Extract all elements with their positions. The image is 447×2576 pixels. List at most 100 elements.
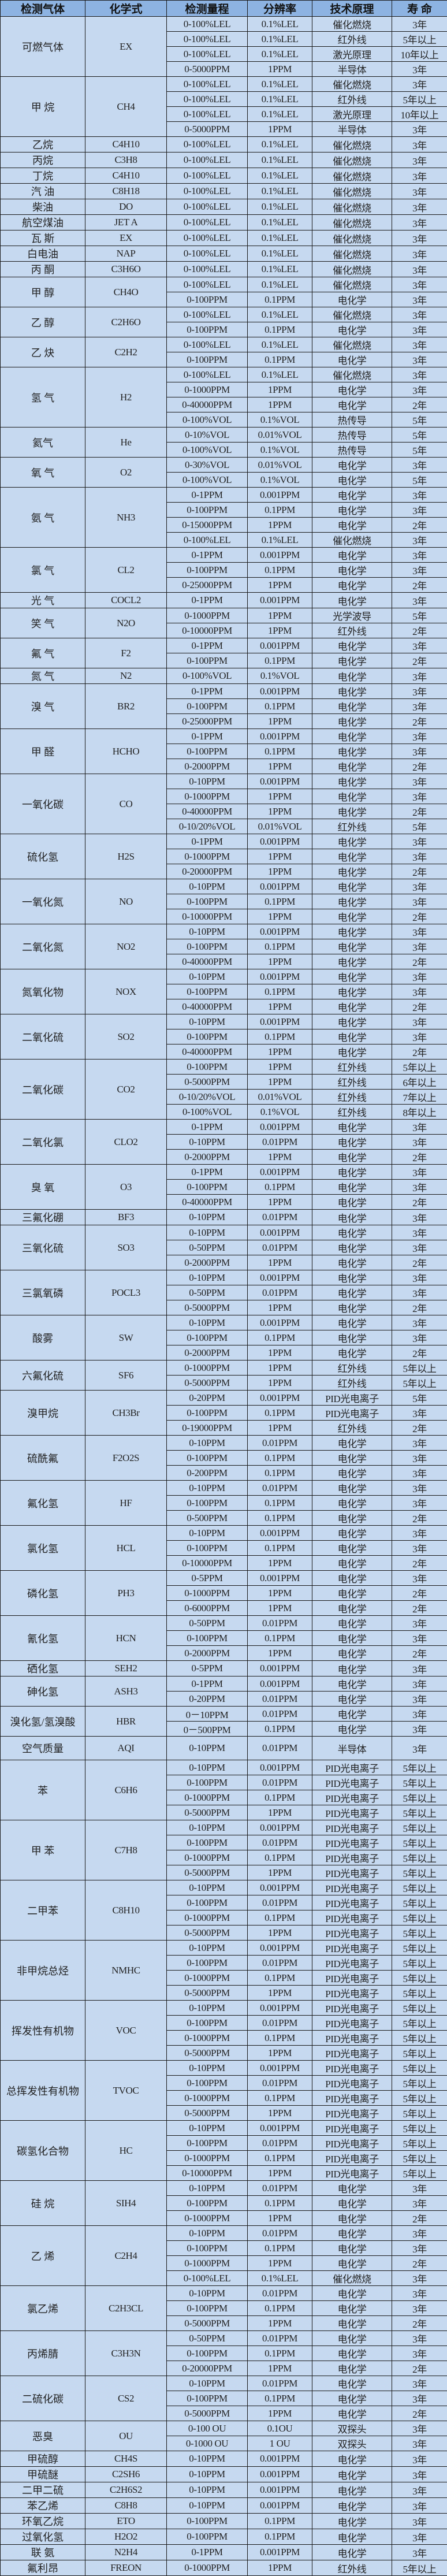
resolution-cell: 1PPM (248, 1556, 312, 1571)
gas-name-cell: 联 氨 (1, 2545, 85, 2560)
principle-cell: 光学波导 (312, 608, 392, 623)
range-cell: 0-15000PPM (167, 518, 248, 533)
gas-name-cell: 二硫化碳 (1, 2376, 85, 2421)
lifespan-cell: 7年以上 (392, 1090, 447, 1105)
resolution-cell: 0.1%LEL (248, 215, 312, 231)
range-cell: 0-5000PPM (167, 1865, 248, 1880)
gas-name-cell: 丁烷 (1, 168, 85, 184)
range-cell: 0-1000PPM (167, 2151, 248, 2166)
range-cell: 0-10PPM (167, 1225, 248, 1240)
range-cell: 0-100PPM (167, 653, 248, 668)
formula-cell: C3H6O (85, 262, 167, 277)
resolution-cell: 0.1%LEL (248, 2271, 312, 2286)
principle-cell: 红外线 (312, 1361, 392, 1376)
lifespan-cell: 3年 (392, 122, 447, 137)
lifespan-cell: 3年 (392, 548, 447, 563)
principle-cell: PID光电离子 (312, 1835, 392, 1850)
resolution-cell: 1PPM (248, 1195, 312, 1210)
range-cell: 0-30%VOL (167, 458, 248, 473)
principle-cell: 双探头 (312, 2436, 392, 2451)
principle-cell: 电化学 (312, 322, 392, 337)
principle-cell: 电化学 (312, 1707, 392, 1722)
range-cell: 0-10PPM (167, 2451, 248, 2467)
resolution-cell: 0.1PPM (248, 2196, 312, 2211)
gas-name-cell: 三氟化硼 (1, 1210, 85, 1225)
lifespan-cell: 3年 (392, 168, 447, 184)
lifespan-cell: 2年 (392, 2316, 447, 2331)
formula-cell: SEH2 (85, 1661, 167, 1677)
principle-cell: 红外线 (312, 1105, 392, 1120)
lifespan-cell: 8年以上 (392, 1105, 447, 1120)
principle-cell: 催化燃烧 (312, 2271, 392, 2286)
resolution-cell: 0.1%LEL (248, 199, 312, 215)
resolution-cell: 0.01PPM (248, 1956, 312, 1971)
formula-cell: CH3Br (85, 1391, 167, 1436)
range-cell: 0-1000PPM (167, 1910, 248, 1926)
resolution-cell: 0.001PPM (248, 1270, 312, 1285)
range-cell: 0-100%LEL (167, 262, 248, 277)
resolution-cell: 1PPM (248, 864, 312, 879)
range-cell: 0-100%LEL (167, 137, 248, 153)
principle-cell: PID光电离子 (312, 2106, 392, 2121)
principle-cell: 电化学 (312, 954, 392, 969)
formula-cell: DO (85, 199, 167, 215)
gas-name-cell: 恶臭 (1, 2421, 85, 2451)
lifespan-cell: 3年 (392, 924, 447, 939)
range-cell: 0-100PPM (167, 1835, 248, 1850)
lifespan-cell: 5年以上 (392, 1805, 447, 1820)
principle-cell: 电化学 (312, 2545, 392, 2560)
resolution-cell: 0.1%LEL (248, 77, 312, 92)
gas-name-cell: 硫酰氟 (1, 1436, 85, 1481)
principle-cell: 电化学 (312, 984, 392, 999)
range-cell: 0-20000PPM (167, 2361, 248, 2376)
resolution-cell: 1PPM (248, 1986, 312, 2001)
resolution-cell: 0.1PPM (248, 322, 312, 337)
principle-cell: 电化学 (312, 1481, 392, 1496)
lifespan-cell: 5年以上 (392, 2106, 447, 2121)
principle-cell: 电化学 (312, 804, 392, 819)
lifespan-cell: 5年以上 (392, 1835, 447, 1850)
lifespan-cell: 3年 (392, 1270, 447, 1285)
range-cell: 0-1000PPM (167, 2256, 248, 2271)
lifespan-cell: 3年 (392, 2271, 447, 2286)
lifespan-cell: 2年 (392, 1300, 447, 1315)
resolution-cell: 0.1PPM (248, 2301, 312, 2316)
lifespan-cell: 3年 (392, 199, 447, 215)
range-cell: 0-100PPM (167, 1451, 248, 1466)
lifespan-cell: 3年 (392, 137, 447, 153)
header-range: 检测量程 (167, 1, 248, 17)
range-cell: 0-1PPM (167, 2545, 248, 2560)
range-cell: 0-100%LEL (167, 92, 248, 107)
resolution-cell: 1PPM (248, 1865, 312, 1880)
formula-cell: N2H4 (85, 2545, 167, 2560)
resolution-cell: 0.1PPM (248, 1631, 312, 1646)
lifespan-cell: 3年 (392, 2514, 447, 2529)
formula-cell: H2S (85, 834, 167, 879)
range-cell: 0-100%LEL (167, 199, 248, 215)
range-cell: 0-100%LEL (167, 77, 248, 92)
resolution-cell: 0.1PPM (248, 2514, 312, 2529)
range-cell: 0-5PPM (167, 1571, 248, 1586)
resolution-cell: 1PPM (248, 1421, 312, 1436)
lifespan-cell: 5年以上 (392, 1060, 447, 1075)
principle-cell: 催化燃烧 (312, 153, 392, 168)
formula-cell: F2O2S (85, 1436, 167, 1481)
range-cell: 0-20PPM (167, 1692, 248, 1707)
lifespan-cell: 6年以上 (392, 1075, 447, 1090)
resolution-cell: 0.1PPM (248, 1466, 312, 1481)
principle-cell: PID光电离子 (312, 2016, 392, 2031)
principle-cell: 红外线 (312, 92, 392, 107)
resolution-cell: 1PPM (248, 2316, 312, 2331)
lifespan-cell: 3年 (392, 1165, 447, 1180)
formula-cell: POCL3 (85, 1270, 167, 1315)
resolution-cell: 0.01PPM (248, 2286, 312, 2301)
resolution-cell: 0.1PPM (248, 744, 312, 759)
resolution-cell: 1PPM (248, 2361, 312, 2376)
